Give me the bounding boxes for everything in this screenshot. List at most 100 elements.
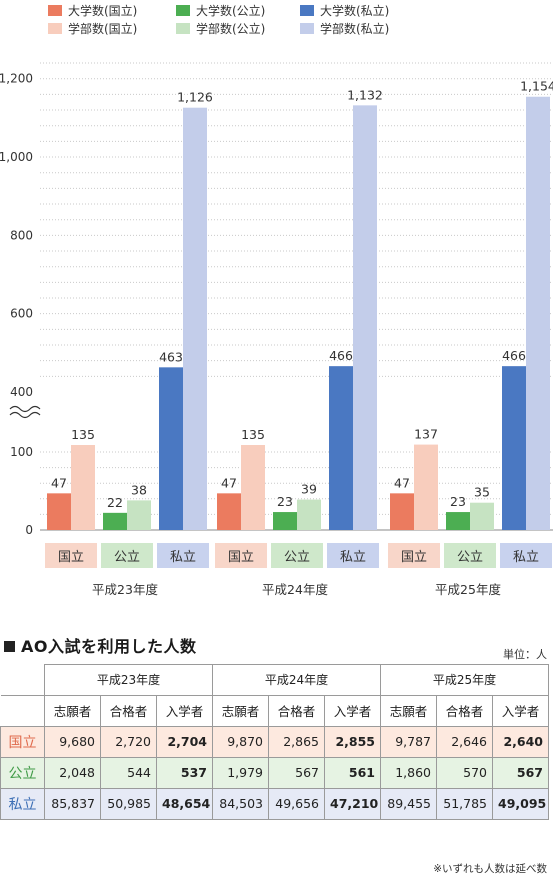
y-tick-label: 100 [10, 445, 33, 459]
table-cell: 9,680 [44, 725, 101, 758]
bar-universities [446, 512, 470, 530]
bar-faculties [526, 96, 550, 531]
table-row-public: 公立 2,048 544 537 1,979 567 561 1,860 570 567 [0, 756, 549, 789]
bar-faculties [241, 445, 265, 530]
column-header-applicants: 志願者 [44, 694, 101, 727]
table-year-header: 平成24年度 [212, 664, 381, 696]
category-chip [101, 543, 153, 568]
unit-label: 単位：人 [503, 648, 547, 661]
y-tick-label: 400 [10, 385, 33, 399]
table-cell: 47,210 [324, 787, 381, 820]
table-cell: 1,979 [212, 756, 269, 789]
table-corner [0, 695, 45, 727]
table-cell: 2,720 [100, 725, 157, 758]
category-label: 国立 [58, 550, 84, 565]
column-header-accepted: 合格者 [100, 694, 157, 727]
column-header-accepted: 合格者 [436, 694, 493, 727]
table-cell: 567 [268, 756, 325, 789]
table-cell: 2,048 [44, 756, 101, 789]
column-header-enrolled: 入学者 [324, 694, 381, 727]
legend-swatch [176, 23, 190, 34]
table-cell: 2,855 [324, 725, 381, 758]
category-label: 国立 [401, 550, 427, 565]
data-label-faculties: 1,132 [347, 87, 383, 102]
data-label-universities: 47 [394, 475, 410, 490]
legend-swatch [48, 23, 62, 34]
table-cell: 49,656 [268, 787, 325, 820]
column-header-accepted: 合格者 [268, 694, 325, 727]
bar-universities [47, 493, 71, 530]
bar-faculties [297, 499, 321, 530]
footnote: ※いずれも人数は延べ数 [433, 863, 547, 875]
heading-square-icon [4, 641, 15, 652]
bar-faculties [127, 500, 151, 530]
column-header-enrolled: 入学者 [492, 694, 549, 727]
table-cell: 561 [324, 756, 381, 789]
legend-label: 大学数(公立) [196, 3, 265, 18]
legend-swatch [300, 23, 314, 34]
data-label-universities: 47 [51, 475, 67, 490]
bar-universities [329, 366, 353, 530]
axis-break-icon [9, 405, 41, 413]
legend-swatch [48, 5, 62, 16]
table-cell: 50,985 [100, 787, 157, 820]
table-row-private: 私立 85,837 50,985 48,654 84,503 49,656 47,210 89… [0, 787, 549, 820]
data-label-universities: 466 [329, 348, 353, 363]
y-tick-label: 600 [10, 307, 33, 321]
data-label-faculties: 1,154 [520, 79, 553, 94]
bar-universities [103, 512, 127, 530]
category-label: 私立 [340, 550, 366, 565]
bar-universities [159, 367, 183, 530]
data-label-universities: 23 [277, 494, 293, 509]
table-cell: 567 [492, 756, 549, 789]
group-label: 平成23年度 [92, 582, 158, 597]
table-cell: 48,654 [156, 787, 213, 820]
table-year-header: 平成25年度 [380, 664, 549, 696]
legend-label: 学部数(私立) [320, 21, 389, 36]
table-cell: 9,787 [380, 725, 437, 758]
table-cell: 537 [156, 756, 213, 789]
category-chip [444, 543, 496, 568]
section-title-text: AO入試を利用した人数 [21, 637, 197, 656]
bar-faculties [71, 445, 95, 530]
data-label-faculties: 137 [414, 427, 438, 442]
data-label-faculties: 135 [71, 427, 95, 442]
legend-label: 学部数(国立) [68, 21, 137, 36]
legend-label: 大学数(国立) [68, 3, 137, 18]
y-tick-label: 1,200 [0, 72, 33, 86]
data-label-faculties: 39 [301, 482, 317, 497]
table-body: 国立 9,680 2,720 2,704 9,870 2,865 2,855 9,787 2,6… [0, 725, 549, 820]
legend-swatch [176, 5, 190, 16]
ao-admissions-table: 平成23年度 平成24年度 平成25年度 志願者 合格者 入学者 志願者 合格者… [0, 664, 549, 820]
bar-universities [217, 493, 241, 530]
table-cell: 89,455 [380, 787, 437, 820]
y-tick-label: 1,000 [0, 150, 33, 164]
table-cell: 51,785 [436, 787, 493, 820]
legend-label: 学部数(公立) [196, 21, 265, 36]
bar-universities [273, 512, 297, 530]
table-cell: 85,837 [44, 787, 101, 820]
category-chip [500, 543, 552, 568]
category-label: 公立 [114, 550, 140, 565]
bar-faculties [470, 502, 494, 530]
table-cell: 570 [436, 756, 493, 789]
table-cell: 9,870 [212, 725, 269, 758]
category-label: 公立 [457, 550, 483, 565]
category-label: 私立 [170, 550, 196, 565]
table-cell: 49,095 [492, 787, 549, 820]
table-cell: 2,646 [436, 725, 493, 758]
legend-swatch [300, 5, 314, 16]
table-column-header-row: 志願者 合格者 入学者 志願者 合格者 入学者 志願者 合格者 入学者 [0, 694, 549, 727]
data-label-faculties: 38 [131, 482, 147, 497]
table-cell: 2,704 [156, 725, 213, 758]
data-label-faculties: 1,126 [177, 90, 213, 105]
column-header-enrolled: 入学者 [156, 694, 213, 727]
bar-universities [390, 493, 414, 530]
group-label: 平成24年度 [262, 582, 328, 597]
category-label: 国立 [228, 550, 254, 565]
data-label-universities: 47 [221, 475, 237, 490]
data-label-universities: 466 [502, 348, 526, 363]
row-header: 公立 [0, 756, 45, 789]
data-label-universities: 23 [450, 494, 466, 509]
y-tick-label: 0 [25, 523, 33, 537]
